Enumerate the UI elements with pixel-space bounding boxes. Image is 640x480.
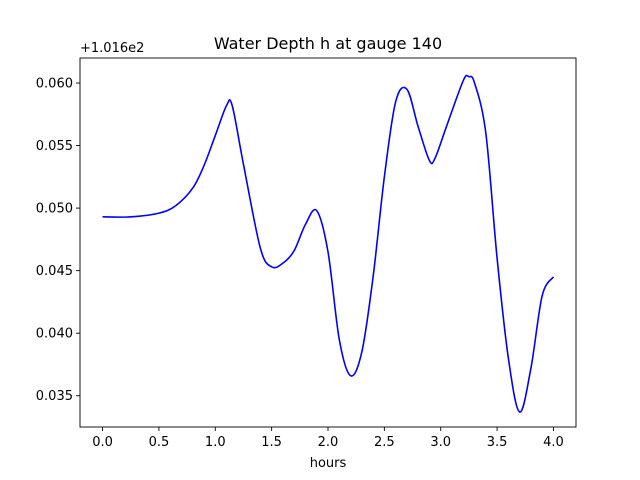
y-tick-label: 0.035 [36,389,73,404]
y-tick-label: 0.050 [36,202,73,217]
chart-title: Water Depth h at gauge 140 [214,34,442,53]
y-tick-label: 0.040 [36,327,73,342]
series-line-0 [102,74,555,413]
plot-area: 0.0 0.5 1.0 1.5 2.0 2.5 3.0 3.5 4.0 0.035 0.040 0.0… [36,57,577,450]
x-tick-label: 2.5 [374,435,395,450]
x-tick-label: 4.0 [543,435,564,450]
x-tick-label: 1.0 [205,435,226,450]
y-offset-label: +1.016e2 [80,41,144,56]
x-tick-label: 2.0 [318,435,339,450]
x-tick-label: 0.0 [92,435,113,450]
x-tick-label: 0.5 [149,435,170,450]
y-tick-label: 0.060 [36,77,73,92]
axes-frame [79,57,577,428]
x-tick-label: 3.5 [487,435,508,450]
x-tick-label: 3.0 [430,435,451,450]
y-tick-label: 0.045 [36,264,73,279]
x-axis-label: hours [310,456,347,471]
x-tick-label: 1.5 [261,435,282,450]
y-tick-label: 0.055 [36,139,73,154]
